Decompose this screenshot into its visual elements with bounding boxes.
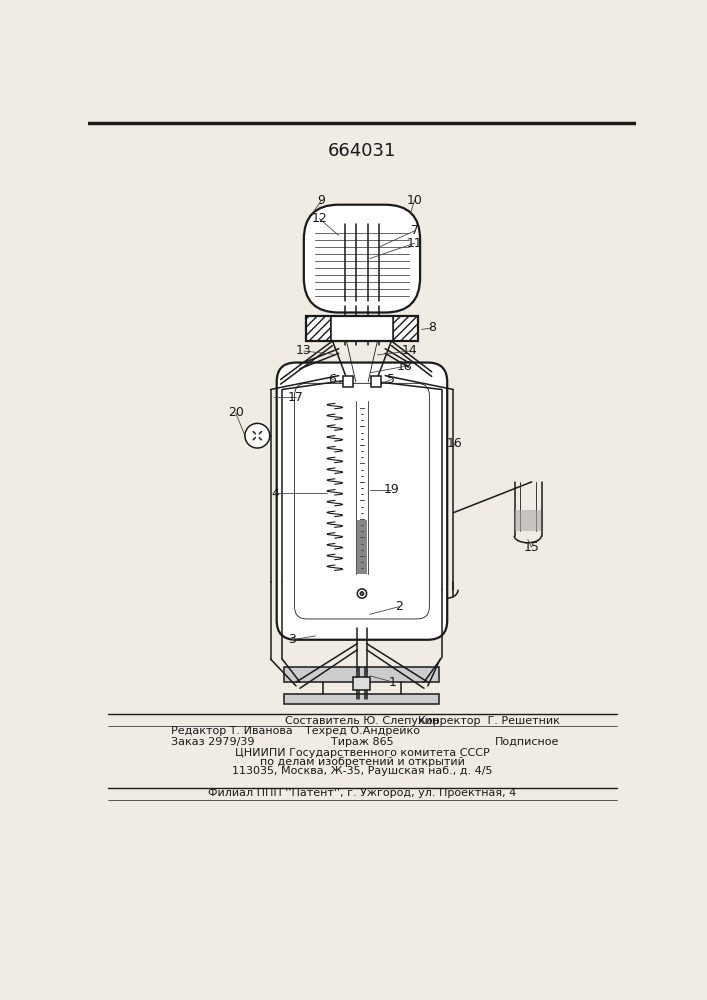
Text: 16: 16 [447,437,463,450]
Bar [344,376,353,387]
Bar [284,667,440,682]
Text: 14: 14 [402,344,418,358]
Text: 20: 20 [228,406,244,419]
Text: 13: 13 [296,344,312,358]
Text: Тираж 865: Тираж 865 [331,737,394,747]
Text: Филиал ППП ''Патент'', г. Ужгород, ул. Проектная, 4: Филиал ППП ''Патент'', г. Ужгород, ул. П… [209,788,516,798]
Bar [331,316,393,341]
Bar [515,510,541,531]
Text: 19: 19 [383,483,399,496]
Text: Составитель Ю. Слепухин: Составитель Ю. Слепухин [286,716,439,726]
Text: 664031: 664031 [328,142,396,160]
Text: 4: 4 [271,487,279,500]
Text: 12: 12 [312,212,327,225]
Text: 8: 8 [428,321,436,334]
Bar [306,316,418,341]
Text: 9: 9 [317,194,326,207]
Text: 11: 11 [407,237,423,250]
Text: 17: 17 [288,391,304,404]
FancyBboxPatch shape [304,205,420,312]
Bar [306,316,331,341]
Circle shape [357,589,367,598]
Text: Заказ 2979/39: Заказ 2979/39 [170,737,254,747]
FancyBboxPatch shape [295,383,429,619]
Bar [284,694,440,704]
Text: 18: 18 [397,360,412,373]
Bar [371,376,380,387]
Text: Корректор  Г. Решетник: Корректор Г. Решетник [418,716,560,726]
Text: 3: 3 [288,633,296,646]
Text: 113035, Москва, Ж-35, Раушская наб., д. 4/5: 113035, Москва, Ж-35, Раушская наб., д. … [232,766,493,776]
Text: 7: 7 [411,224,419,237]
Text: Техред О.Андрейко: Техред О.Андрейко [305,726,420,736]
Circle shape [245,423,270,448]
Text: ЦНИИПИ Государственного комитета СССР: ЦНИИПИ Государственного комитета СССР [235,748,490,758]
Text: 10: 10 [407,194,423,207]
Bar [356,520,368,574]
Text: по делам изобретений и открытий: по делам изобретений и открытий [260,757,464,767]
Bar [393,316,418,341]
Circle shape [360,592,364,595]
Text: Редактор Т. Иванова: Редактор Т. Иванова [170,726,292,736]
Text: Подписное: Подписное [495,737,560,747]
Text: 6: 6 [329,373,337,386]
Text: 2: 2 [395,600,403,613]
Bar [354,677,370,690]
Text: 15: 15 [524,541,539,554]
FancyBboxPatch shape [276,363,448,640]
Text: 1: 1 [389,676,397,689]
Text: 5: 5 [387,373,395,386]
